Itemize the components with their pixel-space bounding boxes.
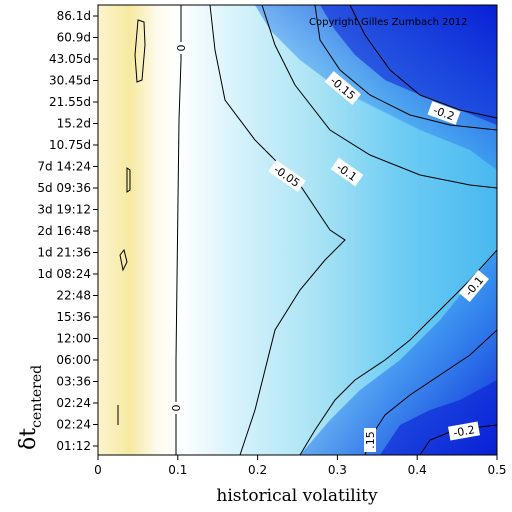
contour-minus-020	[349, 5, 497, 119]
x-tick-label: 0.5	[487, 463, 506, 477]
copyright-text: Copyright Gilles Zumbach 2012	[309, 17, 468, 28]
y-tick-label: 3d 19:12	[37, 203, 91, 217]
x-tick-label: 0.2	[248, 463, 267, 477]
y-tick-label: 86.1d	[57, 9, 91, 23]
contour-minus-010	[261, 5, 497, 189]
plot-frame	[97, 4, 498, 456]
y-tick-label: 12:00	[56, 332, 91, 346]
deep-blue-region-top-core	[320, 5, 497, 125]
contour-zero-island-3	[119, 248, 128, 272]
contour-minus-010-bottom	[299, 249, 497, 455]
y-tick-label: 02:24	[56, 418, 91, 432]
y-tick-label: 01:12	[56, 439, 91, 453]
y-tick-label: 06:00	[56, 353, 91, 367]
y-tick-label: 2d 16:48	[37, 224, 91, 238]
contour-minus-015	[314, 5, 497, 131]
contour-label-0-bottom: 0	[170, 405, 183, 412]
y-axis-title: δtcentered	[16, 365, 45, 450]
y-axis-title-main: δt	[16, 428, 41, 450]
y-tick-label: 43.05d	[49, 52, 91, 66]
contour-label-minus-020-bottom: -0.2	[452, 423, 475, 440]
contour-label-0-top: 0	[175, 45, 188, 52]
y-tick-label: 15:36	[56, 310, 91, 324]
contour-zero-island-2	[126, 167, 131, 193]
contour-zero-island-1	[134, 19, 146, 83]
y-tick-label: 03:36	[56, 375, 91, 389]
x-axis-ticks: 0 0.1 0.2 0.3 0.4 0.5	[94, 455, 507, 477]
y-tick-label: 15.2d	[57, 117, 91, 131]
y-tick-label: 1d 08:24	[37, 267, 91, 281]
contour-label-015-bottom: .15	[364, 431, 377, 449]
y-tick-label: 10.75d	[49, 138, 91, 152]
y-axis-title-group: δtcentered	[16, 365, 45, 450]
y-tick-label: 21.55d	[49, 95, 91, 109]
x-tick-label: 0.3	[328, 463, 347, 477]
x-tick-label: 0	[94, 463, 102, 477]
x-axis-title: historical volatility	[216, 486, 378, 506]
y-tick-label: 60.9d	[57, 31, 91, 45]
y-tick-label: 30.45d	[49, 74, 91, 88]
y-tick-label: 5d 09:36	[37, 181, 91, 195]
contour-minus-005	[209, 5, 346, 455]
y-axis-ticks: 86.1d 60.9d 43.05d 30.45d 21.55d 15.2d 10.75d 7…	[37, 9, 98, 453]
y-tick-label: 7d 14:24	[37, 160, 91, 174]
y-tick-label: 22:48	[56, 289, 91, 303]
y-axis-title-sub: centered	[29, 365, 45, 428]
y-tick-label: 02:24	[56, 396, 91, 410]
contour-label-group: 0 0 -0.05 -0.1 -0.15 -0.2	[170, 42, 490, 452]
x-tick-label: 0.4	[408, 463, 427, 477]
x-tick-label: 0.1	[168, 463, 187, 477]
deep-blue-region-bottom	[300, 250, 497, 455]
y-tick-label: 1d 21:36	[37, 246, 91, 260]
contour-zero-vertical	[175, 5, 182, 455]
